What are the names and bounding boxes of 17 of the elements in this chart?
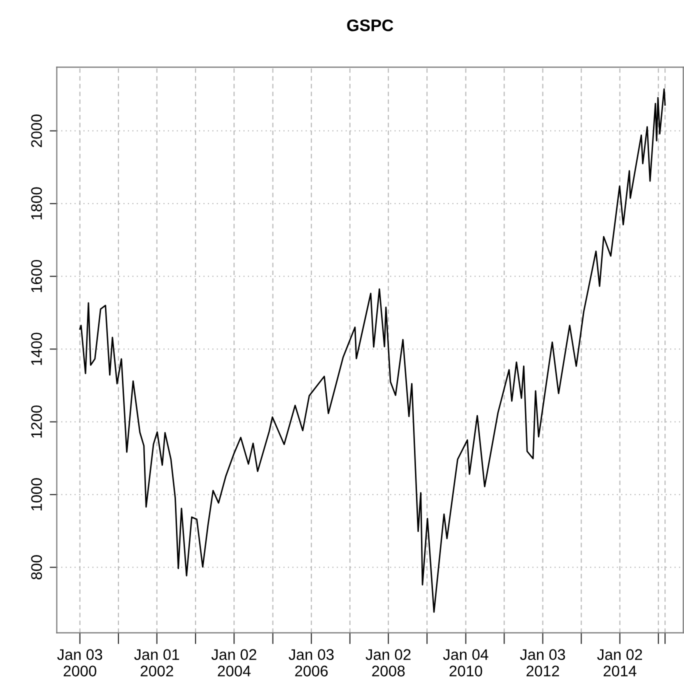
- y-tick-label: 1000: [31, 478, 42, 510]
- y-tick-label: 800: [31, 555, 42, 580]
- x-tick-label: Jan 02 2004: [211, 649, 256, 676]
- y-tick-label: 1600: [31, 260, 42, 292]
- x-tick-label: Jan 01 2002: [134, 649, 180, 676]
- y-tick-label: 1400: [31, 332, 42, 365]
- chart-title: GSPC: [347, 19, 394, 32]
- y-tick-label: 1200: [31, 405, 42, 438]
- y-tick-label: 2000: [31, 114, 42, 148]
- x-tick-label: Jan 03 2006: [288, 649, 334, 676]
- x-tick-label: Jan 04 2010: [443, 649, 488, 676]
- x-tick-label: Jan 02 2008: [366, 649, 411, 676]
- x-tick-label: Jan 03 2000: [57, 649, 102, 676]
- line-series: [79, 88, 666, 613]
- x-tick-label: Jan 03 2012: [520, 649, 566, 676]
- y-tick-label: 1800: [31, 187, 42, 220]
- x-tick-label: Jan 02 2014: [597, 649, 642, 676]
